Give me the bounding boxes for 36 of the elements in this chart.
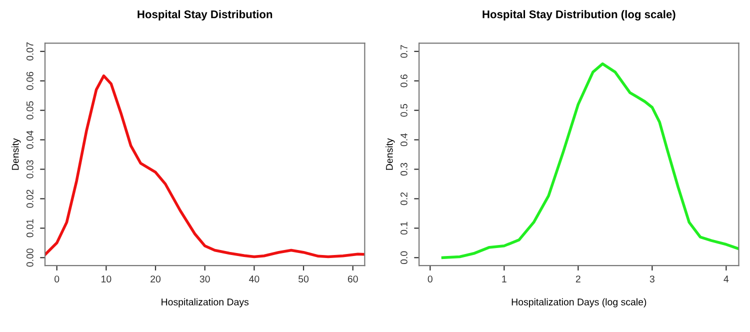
x-tick-label: 30	[200, 276, 210, 282]
y-tick-label: 0.06	[26, 72, 34, 90]
x-tick-label: 3	[650, 276, 654, 282]
x-tick-label: 0	[54, 276, 60, 282]
x-tick-label: 4	[724, 276, 729, 282]
line-series	[45, 74, 365, 258]
y-tick-label: 0.00	[26, 248, 34, 267]
x-tick-label: 1	[502, 276, 506, 282]
y-tick-label: 0.07	[26, 42, 34, 60]
y-tick-label: 0.5	[400, 104, 408, 117]
x-tick-label: 10	[102, 276, 112, 282]
line-series	[441, 62, 739, 260]
y-axis-title: Density	[12, 138, 21, 170]
y-tick-label: 0.0	[400, 251, 408, 264]
y-tick-label: 0.03	[26, 160, 34, 178]
y-tick-label: 0.01	[26, 219, 34, 238]
chart-title: Hospital Stay Distribution	[138, 10, 272, 20]
y-tick-label: 0.4	[400, 133, 408, 146]
y-tick-label: 0.1	[400, 222, 408, 235]
y-tick-label: 0.7	[400, 45, 408, 58]
y-tick-label: 0.02	[26, 190, 34, 208]
x-tick-label: 60	[348, 276, 358, 282]
x-tick-label: 2	[576, 276, 580, 282]
y-tick-label: 0.2	[400, 192, 408, 206]
y-tick-label: 0.04	[26, 130, 34, 149]
x-tick-label: 50	[298, 276, 309, 282]
y-tick-label: 0.3	[400, 162, 408, 176]
x-axis-title: Hospitalization Days	[162, 298, 249, 308]
x-axis-title: Hospitalization Days (log scale)	[512, 298, 646, 308]
y-tick-label: 0.6	[400, 74, 408, 88]
x-tick-label: 20	[150, 276, 161, 282]
x-tick-label: 40	[249, 276, 260, 282]
x-tick-label: 0	[428, 276, 432, 282]
y-tick-label: 0.05	[26, 101, 34, 120]
chart-title: Hospital Stay Distribution (log scale)	[482, 10, 676, 21]
y-axis-title: Density	[386, 138, 395, 170]
